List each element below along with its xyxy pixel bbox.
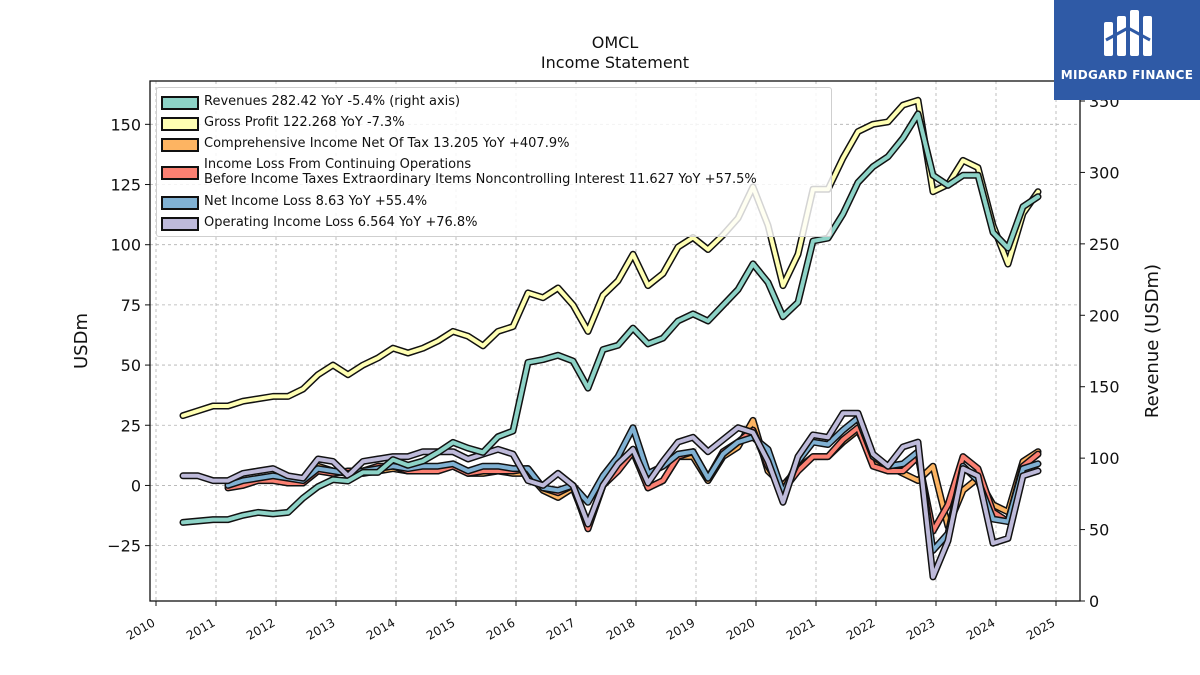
x-tick-label: 2015: [424, 615, 457, 642]
legend-label-operating-income: Operating Income Loss 6.564 YoY +76.8%: [204, 215, 478, 230]
left-tick-label: 150: [110, 115, 141, 134]
legend-swatch-gross-profit: [161, 117, 199, 131]
legend-label-gross-profit: Gross Profit 122.268 YoY -7.3%: [204, 115, 405, 130]
plot-frame: [149, 80, 1081, 602]
legend-swatch-comprehensive-income: [161, 138, 199, 152]
x-tick-label: 2012: [244, 615, 277, 642]
left-axis-ticks: −25 0 25 50 75 100 125 150: [107, 115, 150, 556]
x-tick-label: 2020: [724, 615, 757, 642]
x-tick-label: 2018: [604, 615, 637, 642]
legend-swatch-income-before-taxes: [161, 166, 199, 180]
x-tick-label: 2019: [664, 615, 697, 642]
left-tick-label: 25: [121, 416, 141, 435]
right-axis-label: Revenue (USDm): [1142, 264, 1163, 418]
series-lines: [179, 96, 1042, 581]
chart-title: OMCL: [591, 33, 639, 52]
x-tick-label: 2025: [1024, 615, 1057, 642]
chart-subtitle: Income Statement: [540, 53, 690, 72]
x-tick-label: 2014: [364, 615, 397, 642]
x-tick-label: 2023: [904, 615, 937, 642]
x-tick-label: 2016: [484, 615, 517, 642]
right-tick-label: 300: [1089, 163, 1120, 182]
x-tick-label: 2024: [964, 615, 997, 642]
right-tick-label: 150: [1089, 378, 1120, 397]
logo-mark-icon: [1104, 10, 1152, 56]
x-tick-label: 2021: [784, 615, 817, 642]
right-tick-label: 0: [1089, 592, 1099, 611]
series-line-gross-profit: [181, 98, 1040, 418]
chart-legend: Revenues 282.42 YoY -5.4% (right axis) G…: [156, 87, 832, 237]
legend-label-revenues: Revenues 282.42 YoY -5.4% (right axis): [204, 94, 461, 109]
right-tick-label: 250: [1089, 235, 1120, 254]
left-axis-label: USDm: [71, 313, 92, 369]
logo-text: MIDGARD FINANCE: [1060, 68, 1194, 82]
legend-label-income-before-taxes-line2: Before Income Taxes Extraordinary Items …: [204, 172, 757, 187]
left-tick-label: −25: [107, 537, 141, 556]
left-tick-label: 50: [121, 356, 141, 375]
left-tick-label: 125: [110, 176, 141, 195]
series-line-operating-income-loss: [181, 411, 1040, 579]
midgard-finance-logo: MIDGARD FINANCE: [1054, 0, 1200, 100]
right-tick-label: 50: [1089, 521, 1109, 540]
left-tick-label: 75: [121, 296, 141, 315]
right-tick-label: 100: [1089, 449, 1120, 468]
legend-label-net-income: Net Income Loss 8.63 YoY +55.4%: [204, 194, 428, 209]
series-outline-net-income-loss: [224, 414, 1042, 554]
x-axis-ticks: 2010 2011 2012 2013 2014 2015 2016 2017 2018 2019…: [124, 601, 1058, 643]
left-tick-label: 100: [110, 236, 141, 255]
legend-swatch-revenues: [161, 96, 199, 110]
x-tick-label: 2017: [544, 615, 577, 642]
legend-label-comprehensive-income: Comprehensive Income Net Of Tax 13.205 Y…: [204, 136, 570, 151]
legend-label-income-before-taxes-line1: Income Loss From Continuing Operations: [204, 157, 472, 172]
left-tick-label: 0: [131, 476, 141, 495]
legend-swatch-operating-income: [161, 217, 199, 231]
x-tick-label: 2010: [124, 615, 157, 642]
legend-swatch-net-income: [161, 196, 199, 210]
series-line-revenues: [181, 111, 1040, 525]
x-tick-label: 2013: [304, 615, 337, 642]
x-tick-label: 2022: [844, 615, 877, 642]
x-tick-label: 2011: [184, 615, 217, 642]
right-tick-label: 200: [1089, 306, 1120, 325]
